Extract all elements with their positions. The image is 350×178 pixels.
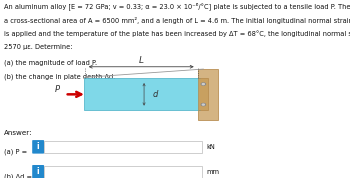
Circle shape [201,83,205,85]
FancyBboxPatch shape [44,166,202,178]
FancyBboxPatch shape [32,165,44,178]
Text: i: i [37,142,40,151]
Text: d: d [153,90,158,99]
Circle shape [202,104,204,105]
FancyBboxPatch shape [198,78,208,110]
Text: kN: kN [206,144,215,150]
Text: P: P [55,85,60,94]
Text: (b) the change in plate depth Δd.: (b) the change in plate depth Δd. [4,74,115,80]
FancyBboxPatch shape [32,140,44,154]
Text: An aluminum alloy [E = 72 GPa; v = 0.33; α = 23.0 × 10⁻⁶/°C] plate is subjected : An aluminum alloy [E = 72 GPa; v = 0.33;… [4,3,350,11]
Text: mm: mm [206,169,219,175]
Text: (a) the magnitude of load P.: (a) the magnitude of load P. [4,60,97,67]
Circle shape [201,104,205,106]
Circle shape [202,83,204,85]
Text: (a) P =: (a) P = [4,149,27,155]
Text: 2570 με. Determine:: 2570 με. Determine: [4,44,72,50]
Text: L: L [139,56,144,65]
FancyBboxPatch shape [84,78,200,110]
FancyBboxPatch shape [198,69,218,120]
Text: Answer:: Answer: [4,130,32,136]
Text: a cross-sectional area of A = 6500 mm², and a length of L = 4.6 m. The initial l: a cross-sectional area of A = 6500 mm², … [4,17,350,23]
Text: is applied and the temperature of the plate has been increased by ΔT = 68°C, the: is applied and the temperature of the pl… [4,30,350,37]
Text: i: i [37,167,40,176]
FancyBboxPatch shape [44,141,202,153]
Text: (b) Δd =: (b) Δd = [4,174,32,178]
